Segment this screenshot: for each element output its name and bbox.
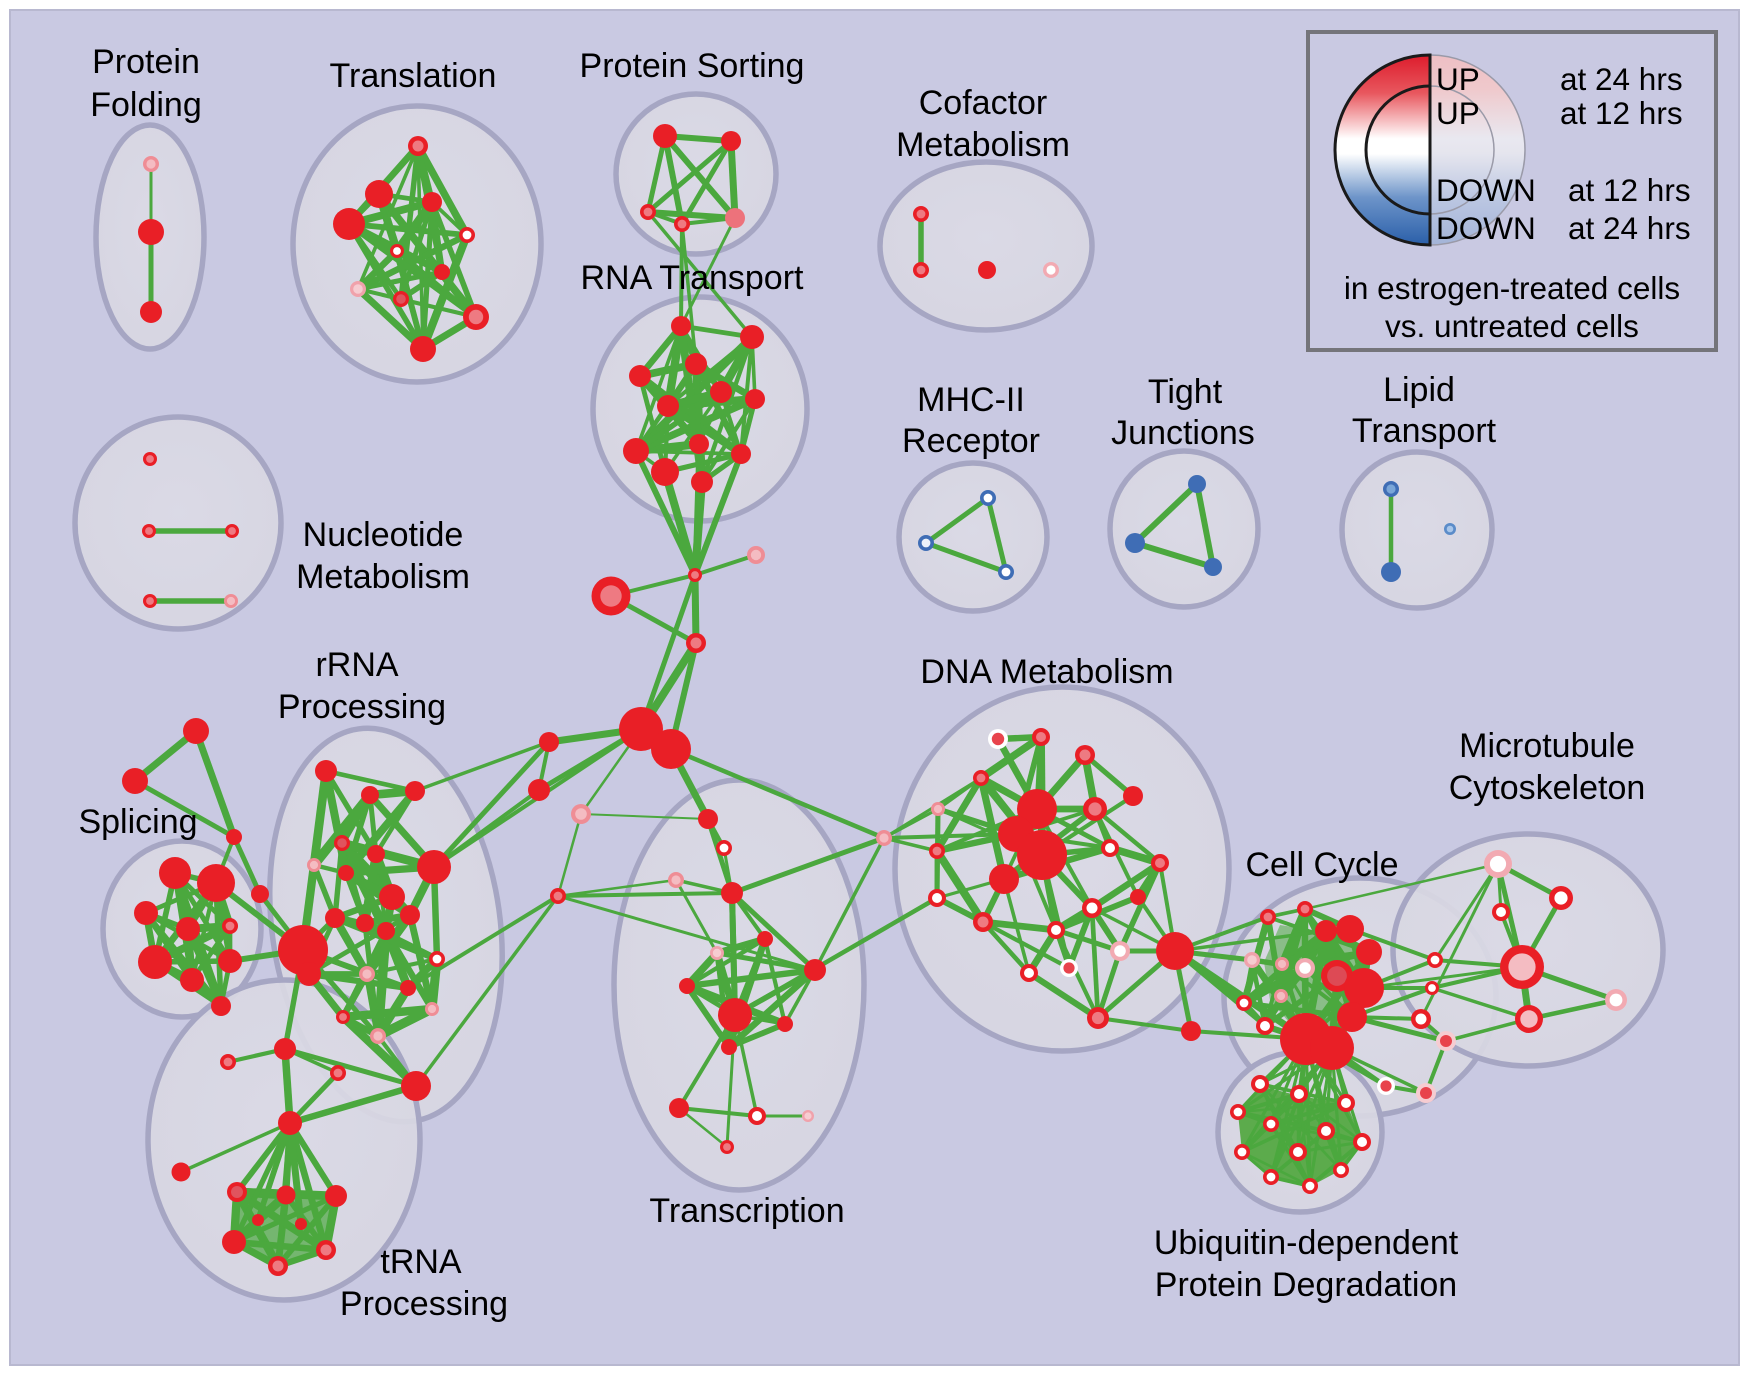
svg-text:Junctions: Junctions: [1111, 414, 1255, 452]
svg-text:Cell Cycle: Cell Cycle: [1245, 846, 1398, 884]
svg-text:at 24 hrs: at 24 hrs: [1568, 210, 1691, 246]
svg-text:in estrogen-treated cells: in estrogen-treated cells: [1344, 270, 1680, 306]
svg-text:Metabolism: Metabolism: [896, 126, 1070, 164]
svg-text:MHC-II: MHC-II: [917, 381, 1025, 419]
svg-text:RNA Transport: RNA Transport: [581, 259, 805, 297]
svg-text:tRNA: tRNA: [380, 1243, 462, 1281]
svg-text:Translation: Translation: [330, 57, 497, 95]
svg-text:at 24 hrs: at 24 hrs: [1560, 61, 1683, 97]
svg-text:Microtubule: Microtubule: [1459, 727, 1635, 765]
svg-text:Folding: Folding: [90, 86, 202, 124]
svg-text:Transcription: Transcription: [649, 1192, 844, 1230]
svg-text:DOWN: DOWN: [1436, 210, 1536, 246]
svg-text:Lipid: Lipid: [1383, 371, 1455, 409]
svg-text:at 12 hrs: at 12 hrs: [1568, 172, 1691, 208]
svg-text:Protein: Protein: [92, 43, 200, 81]
svg-text:Protein Degradation: Protein Degradation: [1155, 1266, 1457, 1304]
svg-text:Ubiquitin-dependent: Ubiquitin-dependent: [1154, 1224, 1459, 1262]
svg-text:Receptor: Receptor: [902, 422, 1040, 460]
svg-text:Nucleotide: Nucleotide: [303, 516, 464, 554]
svg-text:Cofactor: Cofactor: [919, 84, 1048, 122]
svg-text:Splicing: Splicing: [78, 803, 197, 841]
svg-text:Processing: Processing: [278, 688, 446, 726]
svg-text:Protein Sorting: Protein Sorting: [580, 47, 805, 85]
svg-text:Cytoskeleton: Cytoskeleton: [1449, 769, 1646, 807]
svg-text:Metabolism: Metabolism: [296, 558, 470, 596]
svg-text:Tight: Tight: [1148, 373, 1223, 411]
svg-text:Processing: Processing: [340, 1285, 508, 1323]
svg-text:Transport: Transport: [1352, 412, 1497, 450]
svg-text:at 12 hrs: at 12 hrs: [1560, 95, 1683, 131]
svg-text:DNA Metabolism: DNA Metabolism: [920, 653, 1173, 691]
svg-text:DOWN: DOWN: [1436, 172, 1536, 208]
svg-text:UP: UP: [1436, 95, 1480, 131]
svg-text:UP: UP: [1436, 61, 1480, 97]
svg-text:rRNA: rRNA: [315, 646, 398, 684]
svg-text:vs. untreated cells: vs. untreated cells: [1385, 308, 1639, 344]
